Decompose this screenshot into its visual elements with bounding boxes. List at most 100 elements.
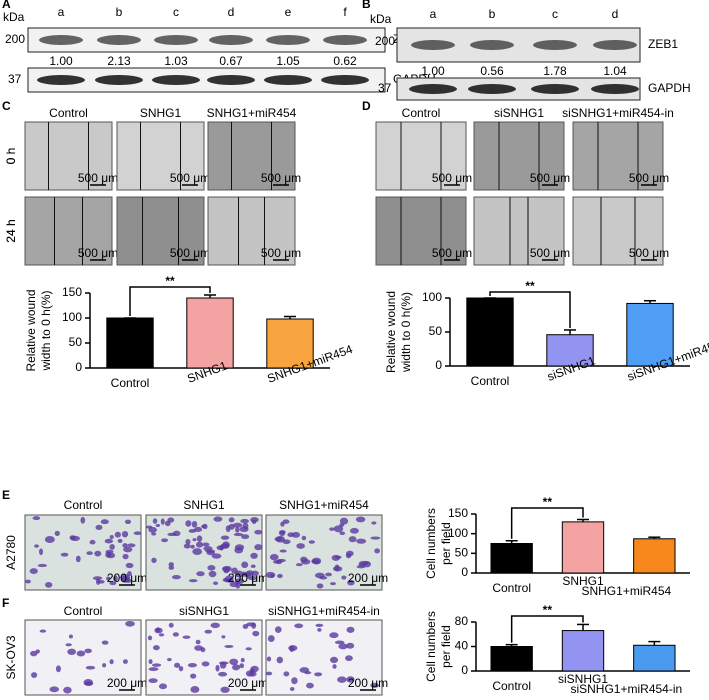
bar bbox=[633, 644, 676, 672]
cell bbox=[101, 640, 109, 645]
y-axis-label: per field bbox=[439, 522, 453, 565]
cell bbox=[172, 632, 179, 637]
band bbox=[591, 84, 639, 94]
cell bbox=[341, 575, 347, 580]
cell bbox=[201, 661, 210, 667]
cell bbox=[109, 659, 114, 665]
micrograph bbox=[24, 121, 113, 191]
cell bbox=[39, 548, 44, 556]
kda-label: kDa bbox=[3, 10, 25, 24]
micrograph bbox=[572, 196, 664, 266]
cell bbox=[161, 538, 169, 543]
column-header: SNHG1+miR454 bbox=[279, 498, 369, 512]
ratio-label: 1.03 bbox=[164, 54, 188, 68]
scale-label: 500 μm bbox=[261, 246, 301, 260]
marker-label: 37 bbox=[8, 72, 22, 86]
cell bbox=[315, 623, 324, 628]
y-tick-label: 100 bbox=[62, 310, 82, 324]
cell bbox=[185, 520, 192, 527]
cell bbox=[299, 667, 310, 673]
micrograph bbox=[265, 619, 383, 696]
cell bbox=[250, 552, 258, 559]
ratio-label: 0.62 bbox=[333, 54, 357, 68]
cell bbox=[105, 549, 114, 554]
cell bbox=[190, 673, 197, 679]
cell bbox=[277, 573, 283, 579]
cell bbox=[122, 659, 128, 664]
y-tick-label: 50 bbox=[455, 546, 469, 560]
cell bbox=[240, 518, 249, 524]
band bbox=[468, 84, 516, 94]
cell bbox=[306, 682, 314, 689]
cell bbox=[314, 572, 325, 579]
cell bbox=[247, 575, 258, 581]
cell bbox=[250, 665, 259, 673]
cell bbox=[84, 648, 92, 654]
cell bbox=[122, 543, 128, 548]
cell bbox=[267, 635, 275, 643]
cell bbox=[183, 543, 191, 549]
bar bbox=[561, 521, 605, 574]
cell bbox=[158, 683, 168, 690]
cell bbox=[347, 579, 355, 586]
lane-label: a bbox=[430, 7, 437, 21]
cell bbox=[109, 581, 117, 586]
cell bbox=[296, 543, 305, 549]
cell bbox=[69, 535, 76, 540]
cell bbox=[228, 517, 235, 523]
protein-label: GAPDH bbox=[648, 81, 691, 95]
cell bbox=[276, 656, 284, 664]
cell bbox=[224, 644, 234, 648]
cell bbox=[104, 538, 114, 544]
lane-label: b bbox=[116, 5, 123, 19]
micrograph bbox=[375, 196, 467, 266]
band bbox=[593, 40, 637, 50]
cell bbox=[182, 635, 191, 639]
cell bbox=[29, 568, 38, 575]
cell bbox=[283, 671, 290, 677]
micrograph bbox=[375, 121, 467, 191]
micrograph bbox=[473, 121, 565, 191]
cell bbox=[44, 536, 55, 543]
cell bbox=[49, 686, 60, 693]
cell bbox=[80, 516, 86, 524]
cell bbox=[107, 552, 116, 559]
cell bbox=[100, 519, 109, 525]
scale-label: 500 μm bbox=[170, 246, 210, 260]
micrograph bbox=[145, 619, 263, 696]
cell bbox=[370, 536, 381, 540]
cell bbox=[282, 519, 290, 524]
cell bbox=[151, 532, 157, 536]
band bbox=[209, 35, 253, 45]
cell bbox=[68, 634, 73, 639]
annotation: ** bbox=[543, 495, 553, 509]
scale-label: 500 μm bbox=[261, 171, 301, 185]
cell bbox=[314, 672, 323, 677]
cell bbox=[349, 527, 359, 534]
cell bbox=[204, 629, 213, 634]
band bbox=[152, 75, 200, 85]
cell bbox=[269, 553, 279, 561]
cell bbox=[95, 524, 103, 530]
cell bbox=[370, 682, 379, 688]
cell bbox=[133, 531, 142, 535]
cell bbox=[60, 552, 69, 557]
panel-label: A bbox=[2, 0, 11, 11]
cell bbox=[355, 516, 366, 523]
cell bbox=[168, 562, 174, 567]
cell bbox=[160, 518, 165, 525]
cell bbox=[63, 686, 72, 694]
cell bbox=[148, 526, 157, 533]
cell bbox=[196, 571, 205, 577]
cell bbox=[229, 658, 239, 666]
cell bbox=[301, 535, 307, 541]
cell bbox=[54, 530, 60, 537]
band bbox=[411, 40, 455, 50]
y-axis-label: Relative wound bbox=[384, 291, 398, 373]
cell bbox=[374, 548, 380, 554]
scale-label: 500 μm bbox=[530, 171, 570, 185]
x-tick-label: Control bbox=[111, 376, 150, 390]
micrograph bbox=[24, 196, 113, 266]
cell bbox=[348, 536, 357, 543]
cell bbox=[203, 545, 213, 552]
